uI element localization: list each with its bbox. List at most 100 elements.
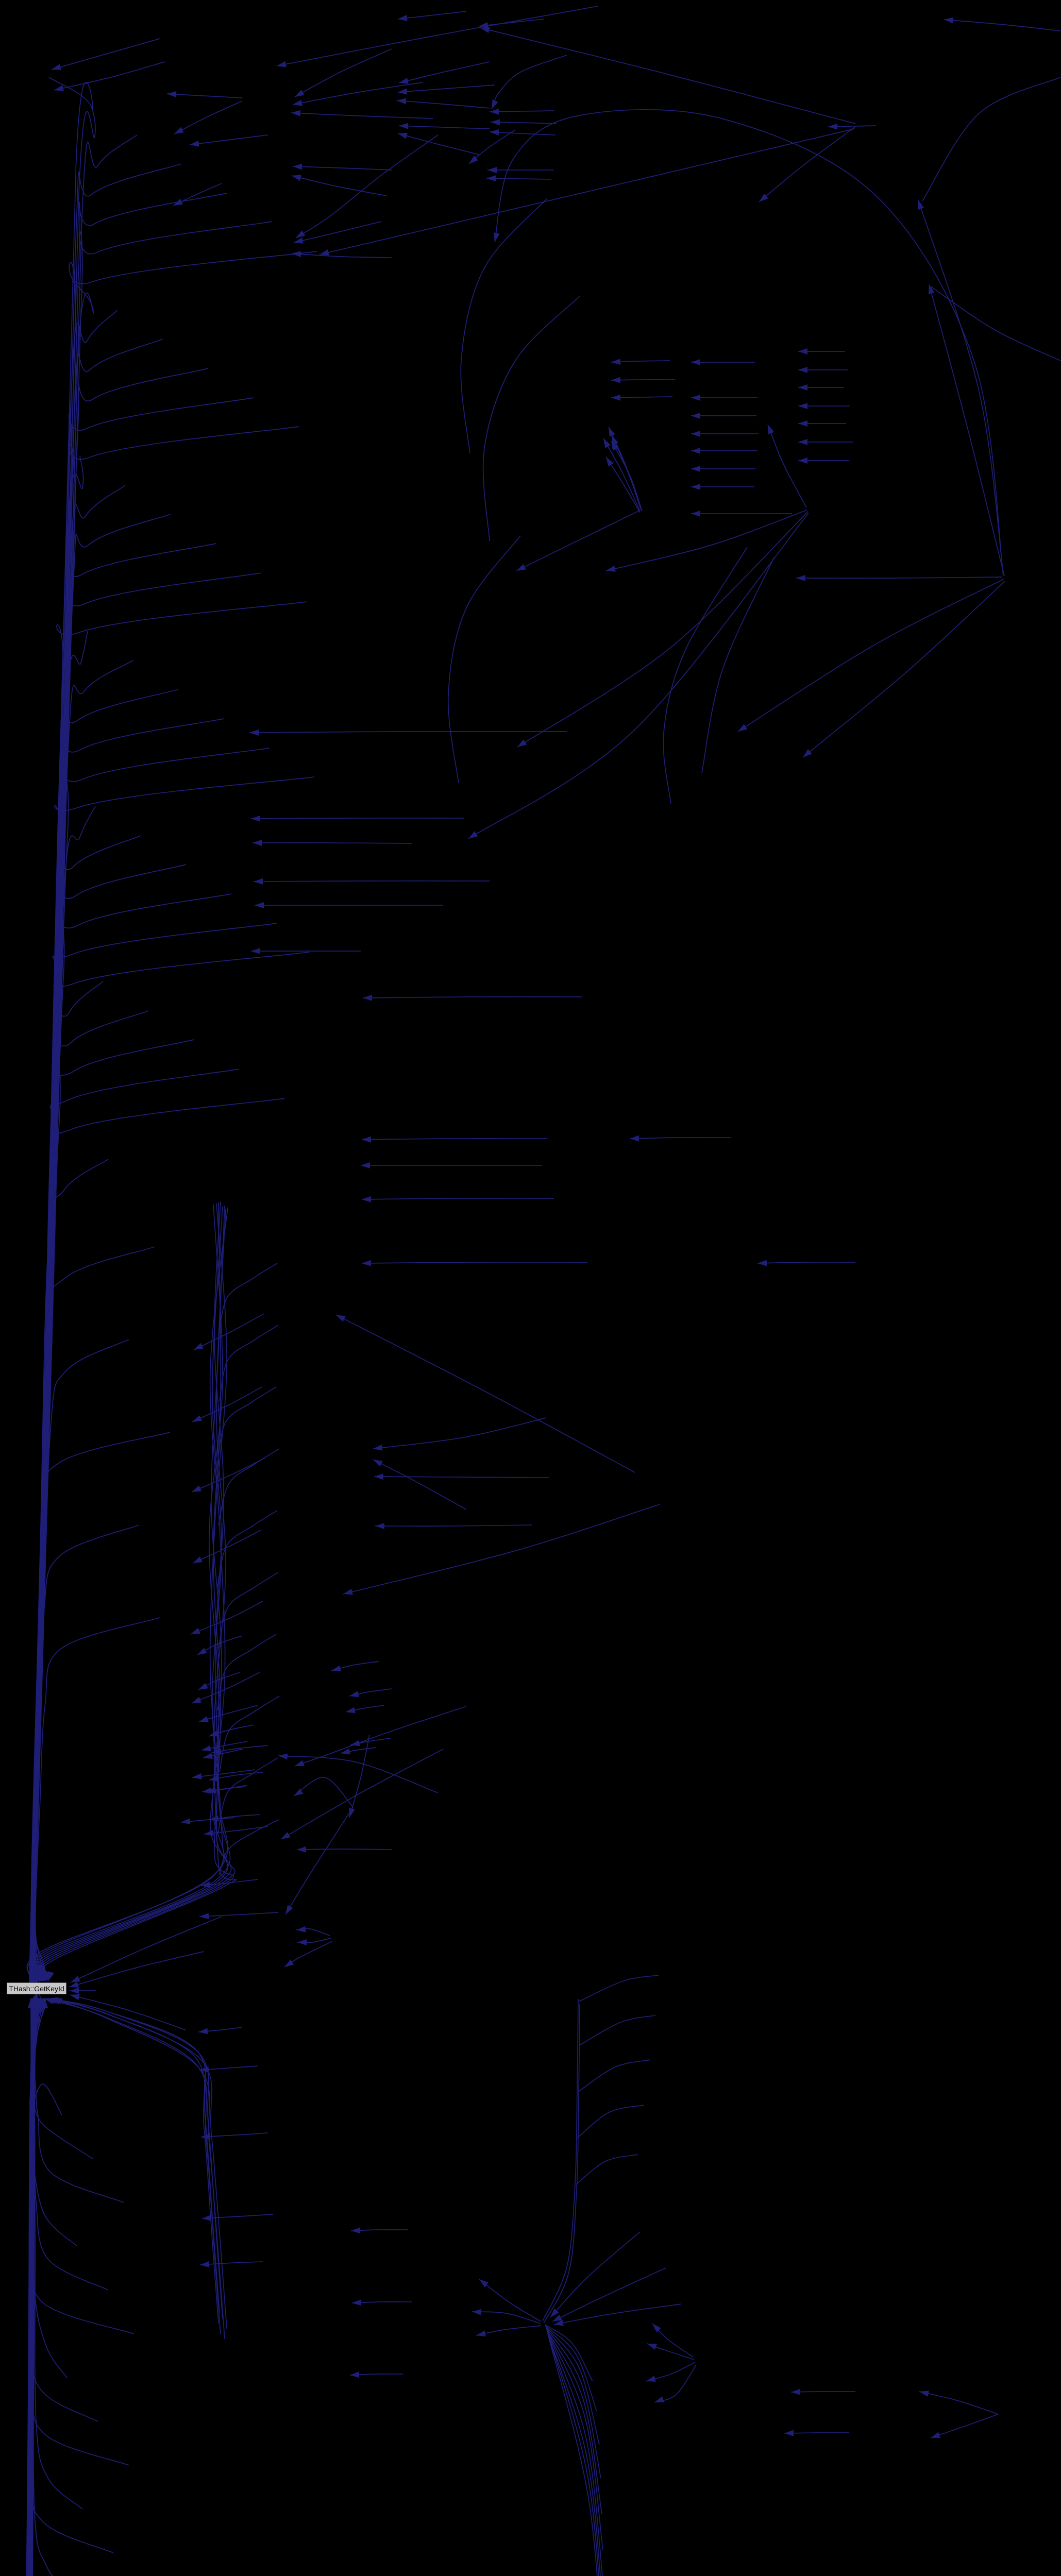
edge — [546, 2328, 602, 2515]
arrowhead — [796, 575, 805, 581]
arrowhead — [70, 1994, 80, 2001]
arrowhead — [201, 1882, 211, 1888]
edge — [32, 1207, 228, 1981]
arrowhead — [198, 1683, 208, 1690]
arrowhead — [174, 127, 184, 134]
edge — [218, 1819, 279, 1876]
edge — [280, 1749, 444, 1840]
edge — [219, 1325, 279, 1402]
arrowhead — [469, 155, 478, 164]
edge — [292, 166, 392, 171]
edge — [944, 19, 1061, 31]
edge — [547, 2332, 599, 2576]
arrowhead — [294, 1788, 304, 1796]
arrowhead — [397, 98, 407, 105]
arrowhead — [254, 878, 263, 885]
arrowhead — [284, 1959, 294, 1967]
graph-node-thash-getkeyid[interactable]: THash::GetKeyId — [7, 1982, 66, 1994]
edge — [919, 2391, 999, 2415]
edge — [34, 1204, 232, 1981]
arrowhead — [203, 1753, 213, 1759]
edge — [447, 535, 521, 784]
edge — [398, 61, 490, 83]
arrowhead — [291, 110, 301, 116]
arrowhead — [630, 1135, 639, 1142]
arrowhead — [361, 1162, 370, 1168]
edge — [250, 818, 464, 819]
arrowhead — [362, 1196, 372, 1202]
arrowhead — [292, 175, 301, 181]
edge — [44, 1998, 221, 2334]
edge — [192, 1530, 261, 1564]
edge — [577, 2105, 645, 2139]
edge — [34, 368, 209, 1982]
arrowhead — [349, 1808, 355, 1818]
edge — [494, 109, 1004, 576]
arrowhead — [652, 2324, 661, 2333]
edge — [930, 286, 1061, 361]
edge — [31, 1069, 240, 1981]
edge — [49, 1998, 223, 2319]
edge — [29, 1995, 40, 2576]
edge — [32, 1524, 140, 1981]
arrowhead — [480, 27, 490, 33]
arrowhead — [194, 1343, 204, 1350]
arrowhead — [278, 1753, 288, 1760]
edge — [70, 1994, 186, 2030]
arrowhead — [791, 2388, 801, 2395]
arrowhead — [52, 64, 61, 70]
edge — [32, 1998, 93, 2159]
arrowhead — [32, 1972, 39, 1981]
arrowhead — [209, 1731, 218, 1737]
edge — [291, 112, 433, 119]
edge — [490, 122, 557, 124]
arrowhead — [798, 457, 807, 464]
edge — [478, 19, 544, 27]
edge — [69, 1951, 204, 1988]
edge — [70, 1916, 222, 1983]
edge — [489, 131, 556, 135]
arrowhead — [479, 2279, 489, 2287]
edge — [27, 1996, 37, 2576]
arrowhead — [251, 948, 260, 954]
edge — [30, 893, 232, 1981]
edge — [54, 61, 165, 91]
edge — [796, 577, 1003, 579]
arrowhead — [691, 413, 700, 419]
edge — [545, 2326, 600, 2445]
edge — [32, 134, 138, 1991]
edge — [547, 2331, 601, 2576]
edge — [26, 1993, 43, 2576]
edge — [190, 1601, 263, 1635]
edge — [35, 1039, 194, 1981]
edge — [544, 2004, 580, 2323]
edge — [397, 11, 467, 20]
arrowhead — [759, 193, 768, 202]
arrowhead — [191, 1628, 200, 1634]
edge — [32, 280, 94, 1986]
arrowhead — [398, 15, 408, 21]
edge — [629, 1137, 731, 1139]
edge — [605, 510, 807, 571]
arrowhead — [944, 17, 954, 24]
arrowhead — [487, 167, 497, 173]
edge — [516, 510, 641, 571]
edge — [34, 514, 171, 1981]
edge — [579, 2015, 656, 2046]
arrowhead — [48, 1971, 55, 1981]
edge — [189, 134, 268, 145]
arrowhead — [798, 367, 807, 373]
edge — [918, 199, 1004, 575]
edge — [293, 221, 382, 243]
arrowhead — [199, 1913, 209, 1920]
edge — [396, 100, 490, 109]
edge — [922, 77, 1061, 201]
arrowhead — [798, 439, 807, 445]
arrowhead — [398, 132, 408, 139]
edge — [542, 1998, 579, 2321]
arrowhead — [209, 1815, 219, 1822]
edge — [576, 2154, 638, 2185]
arrowhead — [202, 1787, 212, 1794]
arrowhead — [691, 431, 700, 437]
